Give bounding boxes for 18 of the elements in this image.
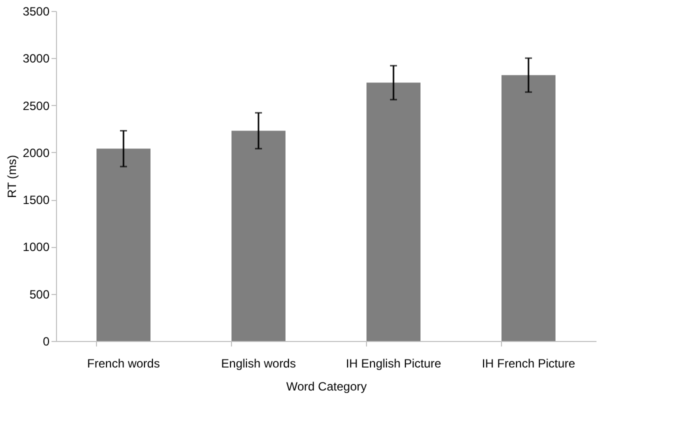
y-tick-label: 3500	[22, 4, 50, 18]
x-tick-label: French words	[87, 356, 160, 370]
x-tick-label: English words	[221, 356, 296, 370]
bar	[232, 130, 286, 341]
y-tick-label: 500	[29, 287, 50, 302]
y-axis-title: RT (ms)	[4, 155, 19, 198]
y-tick-label: 3000	[22, 52, 50, 66]
y-tick-label: 2500	[22, 98, 50, 113]
x-tick-label: IH English Picture	[346, 356, 442, 370]
bar	[96, 148, 150, 341]
y-tick-label: 1000	[22, 240, 50, 254]
x-tick-label: IH French Picture	[482, 356, 576, 370]
bar	[502, 75, 556, 341]
y-tick-label: 1500	[22, 193, 50, 208]
x-axis-title: Word Category	[286, 380, 367, 394]
y-tick-label: 0	[42, 334, 50, 348]
y-tick-label: 2000	[22, 146, 50, 160]
bar	[366, 82, 420, 341]
